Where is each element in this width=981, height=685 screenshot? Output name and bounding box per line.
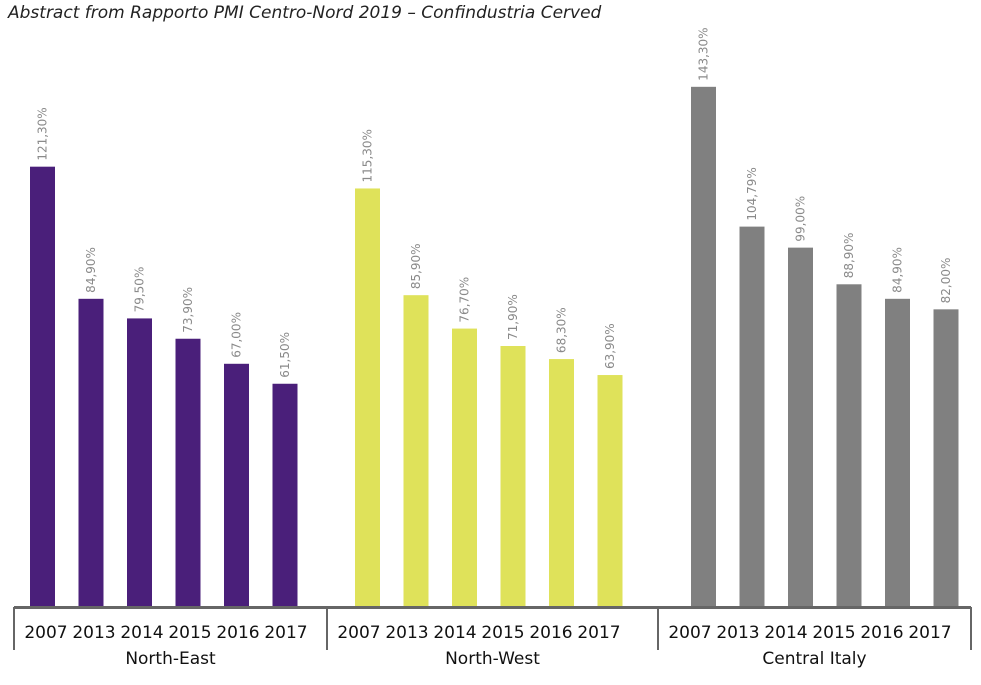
bar-2013 (78, 298, 104, 607)
bar-2007 (30, 166, 55, 607)
data-label: 79,50% (133, 267, 147, 313)
bar-2015 (500, 346, 526, 607)
bar-2014 (127, 318, 152, 607)
bar-2016 (224, 363, 249, 607)
tick-label: 2015 (168, 623, 211, 643)
data-label: 82,00% (939, 258, 953, 304)
data-label: 121,30% (36, 107, 50, 160)
data-label: 68,30% (555, 307, 569, 353)
data-label: 115,30% (361, 129, 375, 182)
data-label: 61,50% (278, 332, 292, 378)
bar-2014 (788, 247, 813, 607)
tick-label: 2016 (529, 623, 572, 643)
data-label: 143,30% (697, 27, 711, 80)
tick-label: 2016 (860, 623, 903, 643)
tick-label: 2017 (908, 623, 951, 643)
data-label: 84,90% (891, 247, 905, 293)
bar-2007 (691, 86, 716, 608)
group-label: North-East (125, 649, 216, 669)
data-label: 84,90% (84, 247, 98, 293)
bar-2007 (355, 188, 380, 607)
group-label: North-West (445, 649, 540, 669)
tick-label: 2013 (716, 623, 759, 643)
tick-label: 2014 (433, 623, 476, 643)
tick-label: 2007 (337, 623, 380, 643)
tick-label: 2017 (577, 623, 620, 643)
bar-group-north-west: 115,30% 85,90% 76,70% 71,90% 68,30% 63,90% (355, 129, 623, 607)
tick-label: 2007 (24, 623, 67, 643)
bar-2017 (272, 383, 298, 607)
bar-group-central-italy: 143,30% 104,79% 99,00% 88,90% 84,90% 82,00% (691, 27, 959, 608)
tick-label: 2015 (812, 623, 855, 643)
group-label: Central Italy (762, 649, 866, 669)
bar-2013 (403, 295, 429, 607)
tick-label: 2016 (216, 623, 259, 643)
tick-label: 2013 (385, 623, 428, 643)
tick-label: 2007 (668, 623, 711, 643)
data-label: 104,79% (745, 167, 759, 220)
data-label: 63,90% (603, 323, 617, 369)
data-label: 88,90% (842, 233, 856, 279)
tick-label: 2014 (764, 623, 807, 643)
bar-2013 (739, 226, 765, 607)
bar-2015 (175, 338, 201, 607)
bar-2016 (549, 359, 574, 607)
bar-2016 (885, 298, 910, 607)
chart-title: Abstract from Rapporto PMI Centro-Nord 2… (7, 3, 602, 23)
bars-layer: 121,30% 84,90% 79,50% 73,90% 67,00% 61,50% 115… (30, 27, 959, 608)
tick-label: 2015 (481, 623, 524, 643)
data-label: 85,90% (409, 243, 423, 289)
data-label: 76,70% (458, 277, 472, 323)
tick-label: 2014 (120, 623, 163, 643)
bar-2017 (597, 375, 623, 607)
data-label: 99,00% (794, 196, 808, 242)
tick-label: 2013 (72, 623, 115, 643)
bar-2015 (836, 284, 862, 607)
bar-2017 (933, 309, 959, 607)
bar-group-north-east: 121,30% 84,90% 79,50% 73,90% 67,00% 61,50% (30, 107, 298, 607)
data-label: 67,00% (230, 312, 244, 358)
data-label: 73,90% (181, 287, 195, 333)
data-label: 71,90% (506, 294, 520, 340)
tick-label: 2017 (264, 623, 307, 643)
bar-2014 (452, 328, 477, 607)
